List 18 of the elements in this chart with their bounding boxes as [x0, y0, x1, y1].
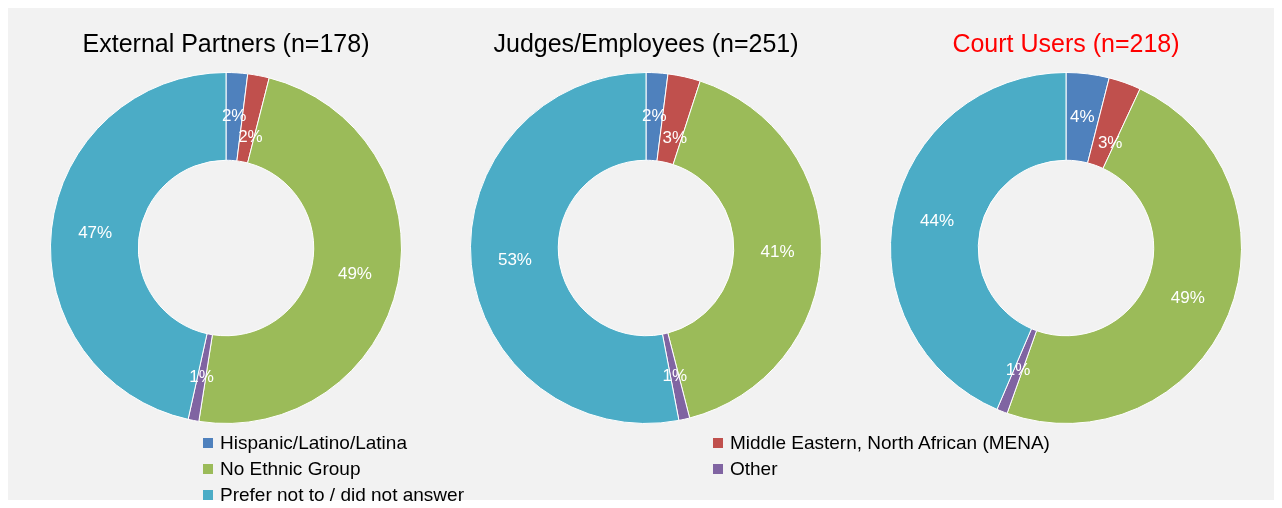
legend-label: Middle Eastern, North African (MENA) — [730, 432, 1050, 454]
data-label: 41% — [760, 241, 795, 261]
chart-title: Judges/Employees (n=251) — [493, 28, 799, 57]
data-label: 1% — [189, 367, 214, 387]
data-label: 1% — [662, 366, 687, 386]
chart-title: External Partners (n=178) — [82, 28, 370, 57]
legend-label: No Ethnic Group — [220, 458, 361, 480]
data-label: 44% — [920, 211, 955, 231]
legend-label: Prefer not to / did not answer — [220, 484, 464, 506]
data-label: 49% — [1170, 287, 1205, 307]
data-label: 1% — [1005, 360, 1031, 380]
data-label: 4% — [1070, 107, 1095, 127]
data-label: 53% — [497, 250, 532, 270]
chart-title: Court Users (n=218) — [952, 28, 1180, 57]
legend-label: Hispanic/Latino/Latina — [220, 432, 407, 454]
data-label: 47% — [78, 223, 113, 243]
legend-label: Other — [730, 458, 778, 480]
data-label: 49% — [337, 264, 372, 284]
